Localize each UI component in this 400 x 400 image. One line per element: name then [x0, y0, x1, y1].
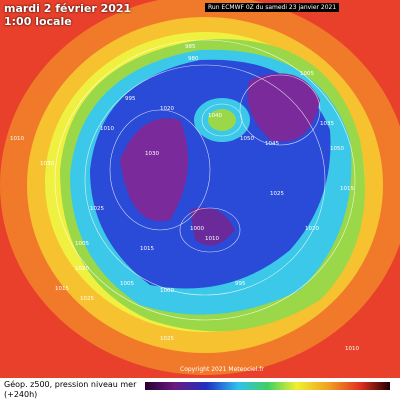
- isobar-label: 1005: [300, 71, 314, 77]
- isobar-label: 1050: [330, 146, 344, 152]
- isobar-label: 1025: [270, 191, 284, 197]
- date-title: mardi 2 février 2021: [4, 2, 132, 15]
- isobar-label: 985: [185, 44, 196, 50]
- isobar-label: 1020: [75, 266, 89, 272]
- isobar-label: 1050: [240, 136, 254, 142]
- field-green-core: [208, 109, 236, 131]
- isobar-label: 1000: [190, 226, 204, 232]
- isobar-label: 1020: [160, 106, 174, 112]
- isobar-label: 1020: [305, 226, 319, 232]
- isobar-label: 1010: [345, 346, 359, 352]
- isobar-label: 995: [235, 281, 246, 287]
- isobar-label: 1045: [265, 141, 279, 147]
- isobar-label: 1025: [90, 206, 104, 212]
- isobars: [54, 39, 356, 321]
- isobar-label: 995: [125, 96, 136, 102]
- isobar-label: 1040: [208, 113, 222, 119]
- isobar-label: 1025: [160, 336, 174, 342]
- lead-time: (+240h): [4, 390, 38, 399]
- isobar-label: 1030: [145, 151, 159, 157]
- isobar-label: 1010: [205, 236, 219, 242]
- isobar-label: 1010: [100, 126, 114, 132]
- copyright: Copyright 2021 Meteociel.fr: [180, 366, 264, 373]
- isobar-label: 1000: [160, 288, 174, 294]
- run-info: Run ECMWF 0Z du samedi 23 janvier 2021: [205, 3, 340, 12]
- isobar-label: 1010: [10, 136, 24, 142]
- field-purple-west: [120, 118, 188, 222]
- field-purple-east: [247, 73, 320, 142]
- isobar-label: 1005: [75, 241, 89, 247]
- local-time: 1:00 locale: [4, 15, 72, 28]
- isobar-label: 1005: [120, 281, 134, 287]
- isobar-label: 1015: [340, 186, 354, 192]
- isobar-label: 1025: [80, 296, 94, 302]
- isobar-label: 1015: [140, 246, 154, 252]
- isobar-label: 1030: [40, 161, 54, 167]
- field-purple-south: [190, 207, 235, 246]
- isobar-label: 1015: [55, 286, 69, 292]
- field-name: Géop. z500, pression niveau mer: [4, 380, 137, 389]
- colorbar: [145, 382, 390, 390]
- isobar-label: 1035: [320, 121, 334, 127]
- isobar-label: 980: [188, 56, 199, 62]
